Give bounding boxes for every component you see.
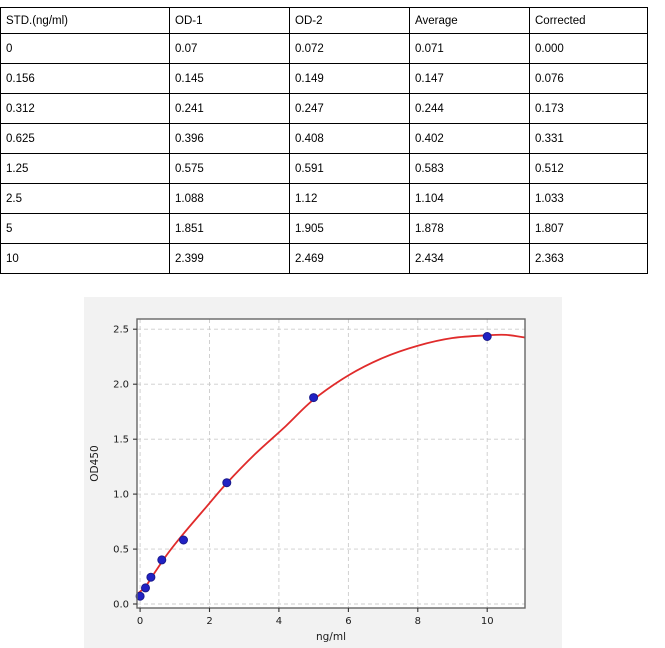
table-cell: 0.331 — [529, 123, 648, 154]
column-header: Average — [409, 7, 530, 34]
table-cell: 1.25 — [0, 153, 170, 184]
table-cell: 1.033 — [529, 183, 648, 214]
table-row: 5 1.851 1.905 1.878 1.807 — [0, 213, 648, 244]
table-cell: 1.905 — [289, 213, 410, 244]
data-points — [135, 332, 492, 601]
x-tick-label: 10 — [481, 616, 494, 627]
y-tick-label: 2.5 — [113, 325, 129, 336]
table-cell: 1.104 — [409, 183, 530, 214]
data-point — [146, 572, 156, 582]
standards-table: STD.(ng/ml) OD-1 OD-2 Average Corrected 0 0.0… — [0, 7, 648, 274]
x-tick-label: 4 — [276, 616, 282, 627]
y-axis-label: OD450 — [89, 445, 101, 481]
table-cell: 0.583 — [409, 153, 530, 184]
table-cell: 10 — [0, 243, 170, 274]
table-cell: 0.402 — [409, 123, 530, 154]
table-cell: 0.071 — [409, 33, 530, 64]
table-cell: 0.408 — [289, 123, 410, 154]
table-cell: 0.149 — [289, 63, 410, 94]
column-header: OD-1 — [169, 7, 290, 34]
table-row: 0.625 0.396 0.408 0.402 0.331 — [0, 123, 648, 154]
table-cell: 0.173 — [529, 93, 648, 124]
table-cell: 0.147 — [409, 63, 530, 94]
table-cell: 0.076 — [529, 63, 648, 94]
data-point — [309, 393, 319, 403]
table-cell: 0.575 — [169, 153, 290, 184]
table-cell: 0.145 — [169, 63, 290, 94]
table-cell: 1.12 — [289, 183, 410, 214]
data-point — [222, 478, 232, 488]
table-cell: 0.512 — [529, 153, 648, 184]
table-row: 2.5 1.088 1.12 1.104 1.033 — [0, 183, 648, 214]
data-point — [179, 535, 188, 545]
table-cell: 0.156 — [0, 63, 170, 94]
y-tick-label: 2.0 — [113, 380, 129, 391]
table-row: 10 2.399 2.469 2.434 2.363 — [0, 243, 648, 274]
table-row: 0 0.07 0.072 0.071 0.000 — [0, 33, 648, 64]
table-body: 0 0.07 0.072 0.071 0.000 0.156 0.145 0.149 0.147… — [0, 33, 648, 274]
data-point — [141, 583, 150, 593]
y-tick-label: 1.5 — [113, 435, 129, 446]
table-cell: 0.396 — [169, 123, 290, 154]
page: STD.(ng/ml) OD-1 OD-2 Average Corrected 0 0.0… — [0, 7, 665, 648]
table-cell: 0.625 — [0, 123, 170, 154]
table-cell: 1.878 — [409, 213, 530, 244]
table-cell: 0.072 — [289, 33, 410, 64]
data-point — [482, 332, 492, 341]
column-header: STD.(ng/ml) — [0, 7, 170, 34]
y-axis: 0.0 0.5 1.0 1.5 2.0 2.5 — [113, 325, 137, 611]
table-cell: 0.07 — [169, 33, 290, 64]
y-tick-label: 0.0 — [113, 600, 129, 611]
table-cell: 5 — [0, 213, 170, 244]
grid — [137, 319, 525, 608]
table-cell: 0.591 — [289, 153, 410, 184]
table-cell: 2.434 — [409, 243, 530, 274]
table-cell: 0.244 — [409, 93, 530, 124]
table-cell: 0.247 — [289, 93, 410, 124]
data-point — [157, 555, 167, 565]
table-cell: 0.000 — [529, 33, 648, 64]
table-row: 1.25 0.575 0.591 0.583 0.512 — [0, 153, 648, 184]
standard-curve-chart: 0 2 4 6 8 10 0.0 0.5 1.0 1.5 2.0 2.5 ng/ml OD450 — [89, 318, 526, 643]
data-point — [135, 591, 145, 601]
table-cell: 2.399 — [169, 243, 290, 274]
x-axis-label: ng/ml — [316, 631, 346, 643]
table-cell: 1.851 — [169, 213, 290, 244]
table-cell: 0.312 — [0, 93, 170, 124]
x-tick-label: 8 — [415, 616, 421, 627]
column-header: OD-2 — [289, 7, 410, 34]
plot-frame — [136, 318, 526, 609]
column-header: Corrected — [529, 7, 648, 34]
table-cell: 2.5 — [0, 183, 170, 214]
x-tick-label: 2 — [206, 616, 212, 627]
x-axis: 0 2 4 6 8 10 — [137, 608, 494, 627]
table-header-row: STD.(ng/ml) OD-1 OD-2 Average Corrected — [0, 7, 648, 34]
table-cell: 1.807 — [529, 213, 648, 244]
standard-curve-figure: 0 2 4 6 8 10 0.0 0.5 1.0 1.5 2.0 2.5 ng/ml OD450 — [84, 297, 562, 648]
table-row: 0.312 0.241 0.247 0.244 0.173 — [0, 93, 648, 124]
y-tick-label: 0.5 — [113, 545, 129, 556]
table-cell: 0.241 — [169, 93, 290, 124]
y-tick-label: 1.0 — [113, 490, 129, 501]
table-cell: 1.088 — [169, 183, 290, 214]
table-cell: 2.363 — [529, 243, 648, 274]
table-cell: 0 — [0, 33, 170, 64]
x-tick-label: 6 — [345, 616, 351, 627]
table-row: 0.156 0.145 0.149 0.147 0.076 — [0, 63, 648, 94]
plot-area — [137, 319, 525, 608]
x-tick-label: 0 — [137, 616, 143, 627]
table-cell: 2.469 — [289, 243, 410, 274]
